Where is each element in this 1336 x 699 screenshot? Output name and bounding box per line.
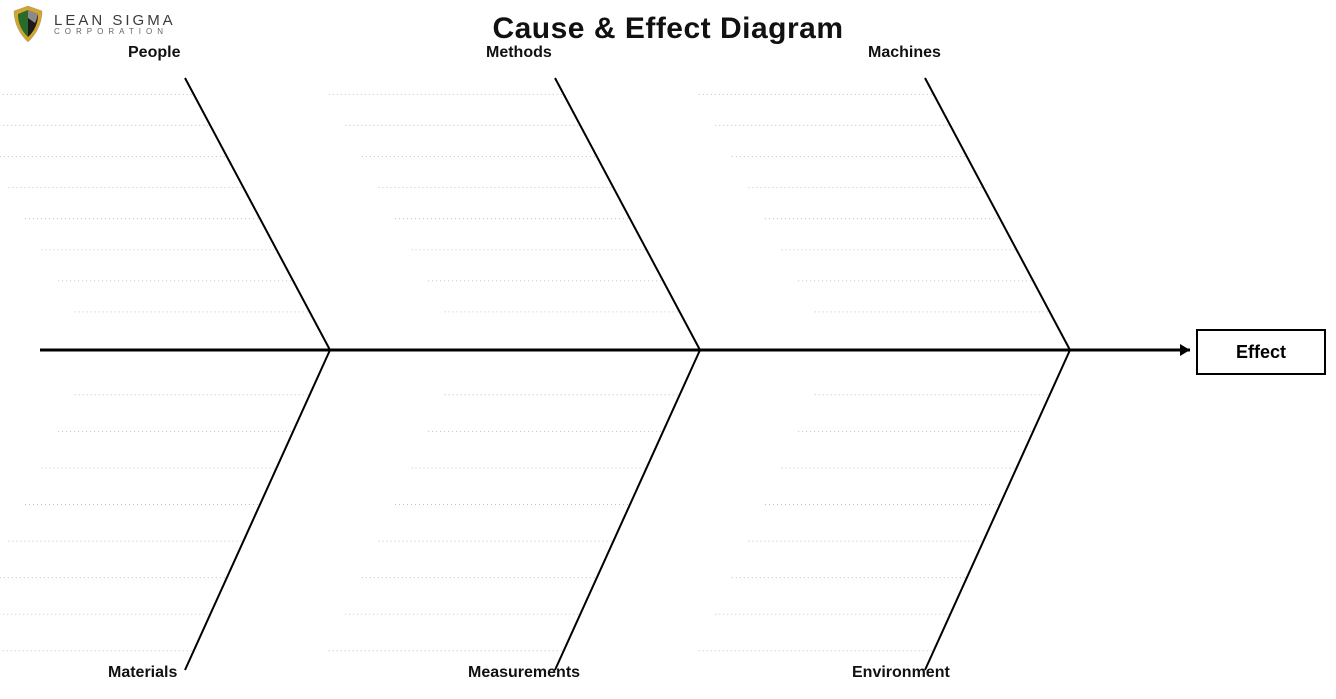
category-label-environment: Environment xyxy=(852,664,950,682)
category-label-people: People xyxy=(128,44,180,62)
category-label-measurements: Measurements xyxy=(468,664,580,682)
effect-box: Effect xyxy=(1196,329,1326,375)
effect-label: Effect xyxy=(1236,342,1286,363)
category-label-materials: Materials xyxy=(108,664,177,682)
fishbone-diagram xyxy=(0,0,1336,699)
category-label-machines: Machines xyxy=(868,44,941,62)
category-label-methods: Methods xyxy=(486,44,552,62)
